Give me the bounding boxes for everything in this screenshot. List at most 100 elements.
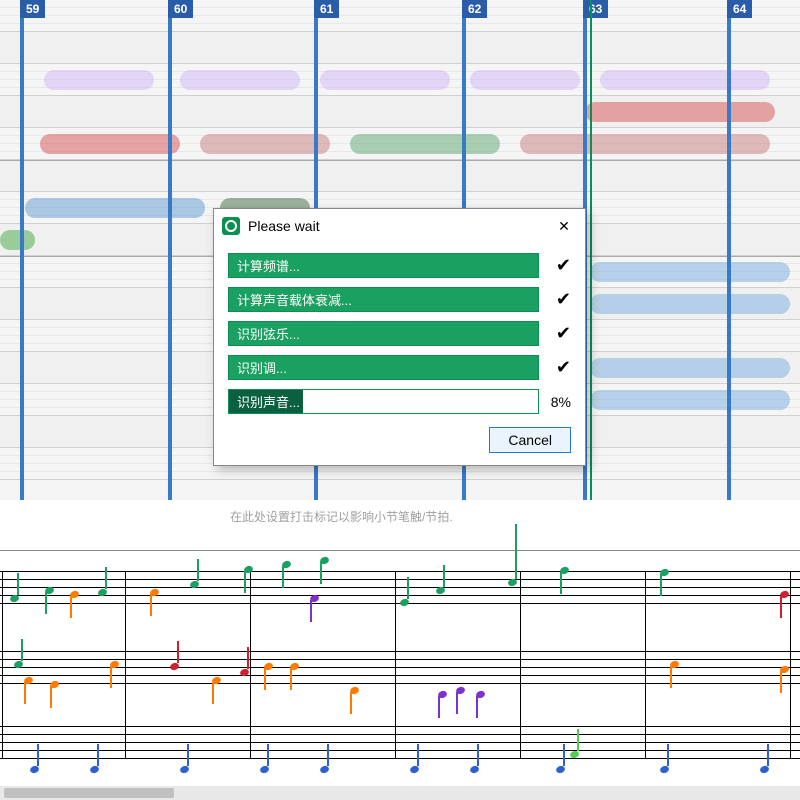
bar-number-label: 62: [462, 0, 487, 18]
progress-bar: 识别声音...: [228, 389, 539, 414]
note-head[interactable]: [29, 765, 40, 775]
note-stem: [290, 668, 292, 690]
score-barline: [520, 571, 521, 758]
note-head[interactable]: [469, 765, 480, 775]
task-row: 计算声音载体衰减... ✔: [228, 287, 571, 312]
note-head[interactable]: [259, 765, 270, 775]
task-label: 识别调...: [229, 356, 287, 379]
note-head[interactable]: [319, 765, 330, 775]
waveform-blob: [40, 134, 180, 154]
waveform-blob: [590, 390, 790, 410]
note-stem: [212, 682, 214, 704]
bar-marker[interactable]: [727, 0, 731, 500]
note-head[interactable]: [409, 765, 420, 775]
waveform-blob: [200, 134, 330, 154]
note-stem: [244, 571, 246, 593]
note-stem: [105, 567, 107, 589]
note-stem: [476, 696, 478, 718]
dialog-title-bar[interactable]: Please wait ✕: [214, 209, 585, 243]
note-stem: [187, 744, 189, 766]
note-stem: [660, 574, 662, 596]
hint-text: 在此处设置打击标记以影响小节笔触/节拍.: [230, 508, 453, 525]
waveform-blob: [600, 70, 770, 90]
note-stem: [282, 566, 284, 588]
note-stem: [327, 744, 329, 766]
progress-bar: 识别弦乐...: [228, 321, 539, 346]
bar-number-label: 63: [583, 0, 608, 18]
waveform-blob: [590, 262, 790, 282]
waveform-track[interactable]: [0, 0, 800, 32]
note-head[interactable]: [89, 765, 100, 775]
check-icon: ✔: [539, 357, 571, 378]
check-icon: ✔: [539, 289, 571, 310]
note-stem: [247, 647, 249, 669]
note-stem: [477, 744, 479, 766]
waveform-blob: [180, 70, 300, 90]
note-stem: [197, 559, 199, 581]
note-stem: [560, 572, 562, 594]
note-stem: [577, 729, 579, 751]
horizontal-scrollbar[interactable]: [0, 786, 800, 800]
note-stem: [456, 692, 458, 714]
score-barline: [645, 571, 646, 758]
waveform-blob: [470, 70, 580, 90]
waveform-blob: [25, 198, 205, 218]
note-stem: [267, 744, 269, 766]
cancel-button[interactable]: Cancel: [489, 427, 571, 453]
bar-number-label: 61: [314, 0, 339, 18]
note-stem: [563, 744, 565, 766]
note-stem: [443, 565, 445, 587]
note-head[interactable]: [759, 765, 770, 775]
task-label: 识别弦乐...: [229, 322, 300, 345]
scrollbar-thumb[interactable]: [4, 788, 174, 798]
staff: [0, 726, 800, 766]
note-stem: [50, 686, 52, 708]
app-icon: [222, 217, 240, 235]
close-icon[interactable]: ✕: [551, 215, 577, 237]
note-head[interactable]: [179, 765, 190, 775]
score-barline: [250, 571, 251, 758]
waveform-blob: [350, 134, 500, 154]
task-label: 计算频谱...: [229, 254, 300, 277]
waveform-track[interactable]: [0, 160, 800, 192]
progress-bar: 计算频谱...: [228, 253, 539, 278]
note-stem: [667, 744, 669, 766]
task-label: 识别声音...: [229, 390, 300, 413]
note-stem: [37, 744, 39, 766]
note-stem: [21, 639, 23, 661]
waveform-blob: [44, 70, 154, 90]
playhead[interactable]: [590, 0, 592, 500]
note-stem: [97, 744, 99, 766]
bar-marker[interactable]: [168, 0, 172, 500]
note-stem: [670, 666, 672, 688]
waveform-blob: [520, 134, 770, 154]
task-row: 识别调... ✔: [228, 355, 571, 380]
note-stem: [780, 671, 782, 693]
note-stem: [780, 596, 782, 618]
waveform-track[interactable]: [0, 32, 800, 64]
note-stem: [177, 641, 179, 663]
note-head[interactable]: [555, 765, 566, 775]
note-stem: [310, 600, 312, 622]
note-stem: [515, 524, 517, 579]
note-head[interactable]: [659, 765, 670, 775]
waveform-blob: [590, 358, 790, 378]
note-stem: [417, 744, 419, 766]
note-stem: [767, 744, 769, 766]
note-stem: [70, 596, 72, 618]
score-panel[interactable]: [0, 550, 800, 800]
progress-bar: 计算声音载体衰减...: [228, 287, 539, 312]
bar-number-label: 64: [727, 0, 752, 18]
dialog-body: 计算频谱...✔计算声音载体衰减...✔识别弦乐...✔识别调...✔识别声音.…: [214, 243, 585, 465]
bar-marker[interactable]: [20, 0, 24, 500]
note-stem: [264, 668, 266, 690]
bar-number-label: 60: [168, 0, 193, 18]
task-row: 识别声音... 8%: [228, 389, 571, 414]
waveform-blob: [585, 102, 775, 122]
check-icon: ✔: [539, 255, 571, 276]
task-label: 计算声音载体衰减...: [229, 288, 352, 311]
task-percent: 8%: [539, 394, 571, 410]
note-stem: [407, 577, 409, 599]
progress-bar: 识别调...: [228, 355, 539, 380]
score-barline: [125, 571, 126, 758]
